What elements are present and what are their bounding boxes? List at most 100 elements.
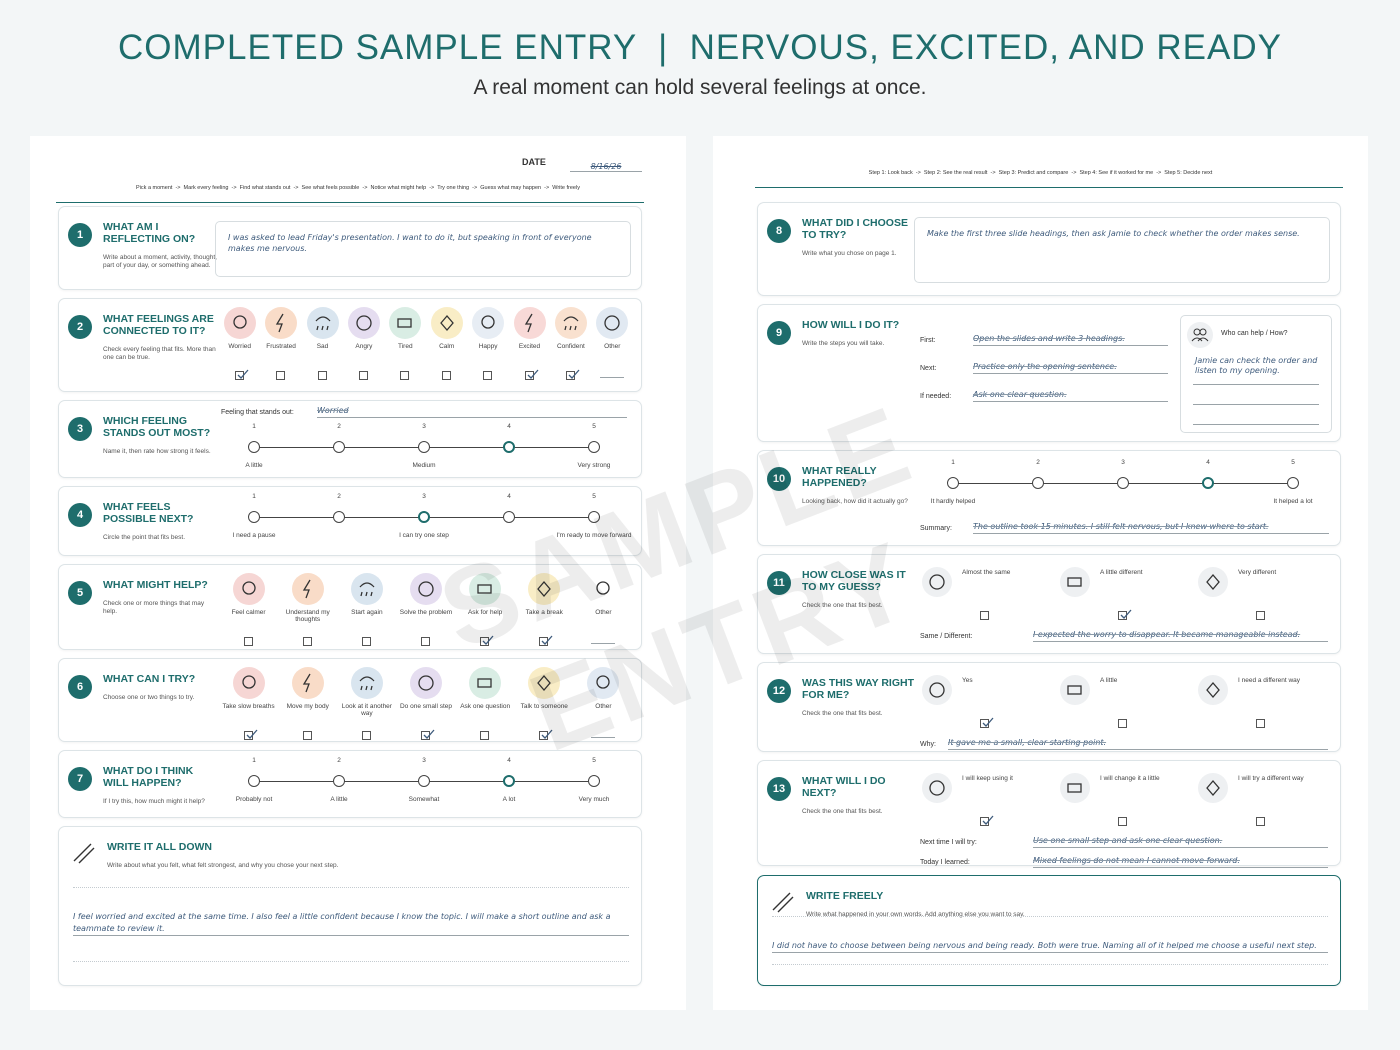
- section-head: WHAT REALLY HAPPENED? Looking back, how d…: [802, 465, 917, 506]
- scale-number: 2: [337, 757, 341, 764]
- option-icon: [513, 307, 546, 339]
- checkbox: [980, 717, 994, 728]
- option-icon: [922, 773, 952, 803]
- write-in-line: [600, 377, 625, 378]
- icon: [568, 369, 580, 379]
- checkbox: [302, 637, 312, 646]
- scale-number: 4: [1206, 459, 1210, 466]
- option-label: Almost the same: [962, 569, 1011, 576]
- checkbox: [1118, 609, 1132, 620]
- scale-anchor: Very much: [578, 796, 610, 803]
- section-title: WHAT CAN I TRY?: [103, 673, 196, 685]
- checkbox: [539, 635, 553, 646]
- option-icon: [389, 307, 422, 339]
- scale-number: 4: [507, 423, 511, 430]
- scale-anchor: I can try one step: [399, 532, 449, 539]
- section-hint: Check the one that fits best.: [802, 710, 883, 717]
- section-number: 5: [68, 581, 92, 605]
- checkbox: [421, 637, 430, 646]
- option-icon: [306, 307, 339, 339]
- icon: [604, 315, 620, 331]
- section-hint: Looking back, how did it actually go?: [802, 498, 908, 505]
- scale-selected: [503, 775, 515, 787]
- icon: [596, 675, 611, 689]
- icon: [302, 673, 311, 693]
- icon: [1067, 577, 1082, 587]
- checkbox: [1118, 719, 1127, 728]
- option-label: Talk to someone: [520, 703, 568, 710]
- icon: [477, 584, 492, 594]
- answer: I feel worried and excited at the same t…: [73, 911, 629, 936]
- field-label: Feeling that stands out:: [221, 409, 294, 416]
- field-value: I expected the worry to disappear. It be…: [1033, 630, 1328, 642]
- option-label: Solve the problem: [399, 609, 453, 616]
- icon: [527, 369, 538, 379]
- section-number: 4: [68, 503, 92, 527]
- option-label: Take a break: [525, 609, 563, 616]
- option-label: Frustrated: [266, 343, 296, 350]
- section-head: WHAT WILL I DO NEXT? Check the one that f…: [802, 775, 917, 816]
- icon: [482, 635, 494, 645]
- field-label: Next:: [920, 365, 937, 372]
- scale-selected: [503, 441, 515, 453]
- scale-number: 1: [252, 423, 256, 430]
- field-value: Practice only the opening sentence.: [973, 362, 1168, 374]
- scale-number: 3: [422, 757, 426, 764]
- option-icon: [265, 307, 298, 339]
- scale-number: 3: [422, 493, 426, 500]
- icon: [1067, 685, 1082, 695]
- option-icon: [350, 573, 383, 605]
- option-icon: [587, 667, 620, 699]
- answer: I did not have to choose between being n…: [772, 940, 1328, 953]
- field-value: Use one small step and ask one clear que…: [1033, 836, 1328, 848]
- section-hint: Circle the point that fits best.: [103, 534, 186, 541]
- section: 1 WHAT AM I REFLECTING ON? Write about a m…: [58, 206, 642, 290]
- section: 8 WHAT DID I CHOOSE TO TRY? Write what you…: [757, 202, 1341, 296]
- icon: [1206, 682, 1220, 698]
- section: 2 WHAT FEELINGS ARE CONNECTED TO IT? Check…: [58, 298, 642, 392]
- icon: [772, 892, 794, 913]
- section-title: HOW WILL I DO IT?: [802, 319, 900, 331]
- section-number: 13: [767, 777, 791, 801]
- checkbox: [234, 369, 249, 380]
- icon: [929, 780, 945, 796]
- helper-title: Who can help / How?: [1221, 330, 1288, 337]
- option-icon: [232, 573, 265, 605]
- subtitle: A real moment can hold several feelings …: [473, 76, 927, 99]
- checkbox: [361, 731, 371, 740]
- scale-point: [588, 775, 600, 787]
- option-label: Ask for help: [467, 609, 503, 616]
- option-label: Take slow breaths: [222, 703, 275, 710]
- field-label: Same / Different:: [920, 633, 973, 640]
- step-guide: Pick a moment -> Mark every feeling -> F…: [136, 185, 580, 191]
- option-label: Other: [604, 343, 621, 350]
- section: 3 WHICH FEELING STANDS OUT MOST? Name it, …: [58, 400, 642, 478]
- option-label: Other: [595, 609, 612, 616]
- section: 12 WAS THIS WAY RIGHT FOR ME? Check the on…: [757, 662, 1341, 752]
- section: WRITE IT ALL DOWN Write about what you fe…: [58, 826, 642, 986]
- option-label: Ask one question: [460, 703, 511, 710]
- option-label: Worried: [228, 343, 252, 350]
- section-head: WHAT DID I CHOOSE TO TRY? Write what you …: [802, 217, 917, 258]
- icon: [315, 316, 330, 331]
- scale-point: [503, 511, 515, 523]
- section-head: WHAT CAN I TRY? Choose one or two things …: [103, 673, 218, 702]
- option-label: Confident: [556, 343, 585, 350]
- answer: Make the first three slide headings, the…: [927, 229, 1300, 238]
- field-value: Mixed feelings do not mean I cannot move…: [1033, 856, 1328, 868]
- checkbox: [1118, 817, 1127, 826]
- section-head: WRITE IT ALL DOWN Write about what you fe…: [107, 841, 627, 870]
- icon: [1191, 328, 1209, 342]
- section-number: 10: [767, 467, 791, 491]
- section-title: WHAT AM I REFLECTING ON?: [103, 221, 196, 245]
- section-hint: Write what happened in your own words. A…: [806, 911, 1025, 918]
- section: 13 WHAT WILL I DO NEXT? Check the one that…: [757, 760, 1341, 868]
- write-in-line: [591, 737, 616, 738]
- write-line: [73, 961, 629, 962]
- icon: [541, 635, 553, 645]
- section-title: WHAT DID I CHOOSE TO TRY?: [802, 217, 908, 241]
- section-head: HOW WILL I DO IT? Write the steps you wil…: [802, 319, 917, 348]
- icon: [477, 678, 492, 688]
- icon: [356, 315, 372, 331]
